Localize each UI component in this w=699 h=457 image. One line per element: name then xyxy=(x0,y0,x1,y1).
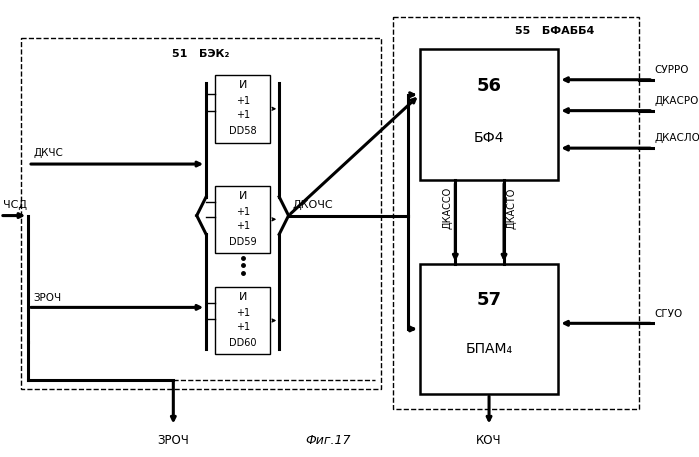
Text: И: И xyxy=(238,80,247,90)
Bar xyxy=(20,37,382,389)
Bar xyxy=(419,264,559,393)
Bar xyxy=(419,49,559,180)
Text: СУРРО: СУРРО xyxy=(655,65,689,75)
Text: БПАМ₄: БПАМ₄ xyxy=(466,342,512,356)
Bar xyxy=(215,186,270,253)
Bar xyxy=(215,287,270,354)
Text: +1: +1 xyxy=(236,96,250,106)
Bar xyxy=(215,75,270,143)
Text: ЧСД: ЧСД xyxy=(3,200,27,210)
Text: ДКОЧС: ДКОЧС xyxy=(292,200,333,210)
Text: +1: +1 xyxy=(236,322,250,332)
Text: СГУО: СГУО xyxy=(655,308,683,319)
Text: +1: +1 xyxy=(236,308,250,318)
Text: ДКЧС: ДКЧС xyxy=(34,149,64,159)
Text: +1: +1 xyxy=(236,221,250,231)
Text: DD59: DD59 xyxy=(229,237,257,247)
Bar xyxy=(394,17,639,409)
Text: +1: +1 xyxy=(236,207,250,217)
Text: ДКАСТО: ДКАСТО xyxy=(507,187,517,229)
Text: DD58: DD58 xyxy=(229,126,257,136)
Text: КОЧ: КОЧ xyxy=(476,434,502,447)
Text: ЗРОЧ: ЗРОЧ xyxy=(34,292,62,303)
Text: И: И xyxy=(238,191,247,201)
Text: Фиг.17: Фиг.17 xyxy=(305,434,351,447)
Text: ДКАСРО: ДКАСРО xyxy=(655,96,699,106)
Text: DD60: DD60 xyxy=(229,338,257,348)
Text: ДКАССО: ДКАССО xyxy=(442,187,452,229)
Text: 57: 57 xyxy=(477,291,502,309)
Text: 55   БФАББ4: 55 БФАББ4 xyxy=(515,27,595,36)
Text: И: И xyxy=(238,292,247,302)
Text: 56: 56 xyxy=(477,77,502,96)
Text: БФ4: БФ4 xyxy=(474,131,504,145)
Text: +1: +1 xyxy=(236,110,250,120)
Text: 51   БЭК₂: 51 БЭК₂ xyxy=(172,49,229,59)
Text: ЗРОЧ: ЗРОЧ xyxy=(157,434,189,447)
Text: ДКАСЛО: ДКАСЛО xyxy=(655,133,699,143)
